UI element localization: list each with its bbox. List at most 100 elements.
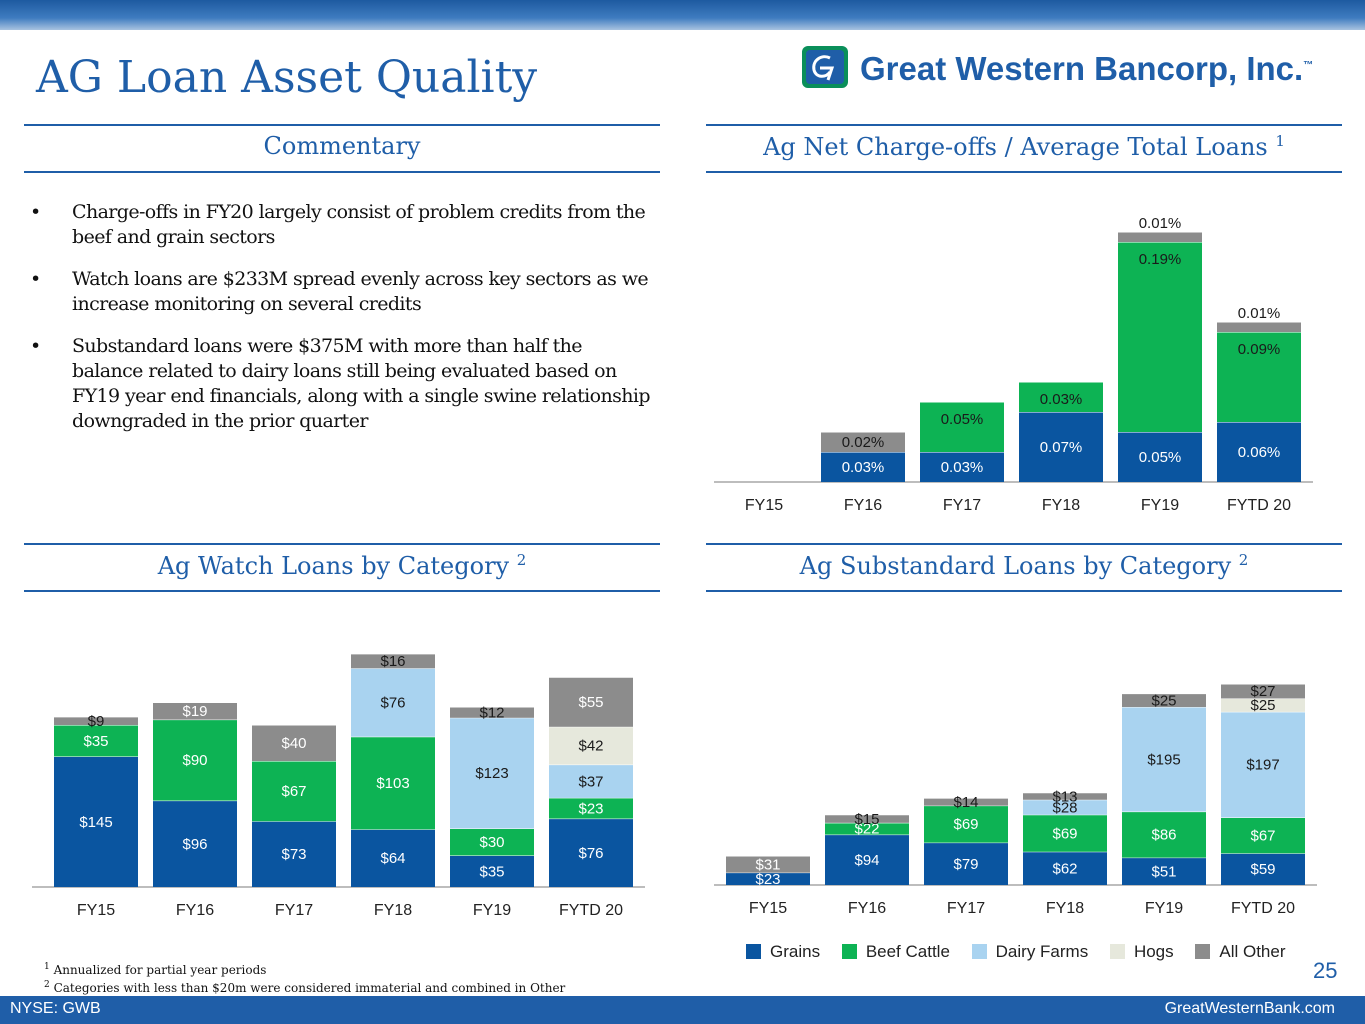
bar-segment-grains bbox=[726, 872, 810, 885]
bar-segment-beef-cattle bbox=[351, 736, 435, 830]
x-tick-label: FYTD 20 bbox=[559, 902, 623, 919]
footnote-2: 2 Categories with less than $20m were co… bbox=[44, 980, 565, 995]
bar-segment-grains bbox=[1122, 857, 1206, 885]
legend-item-grains: Grains bbox=[746, 942, 820, 962]
bar-segment-beef-cattle bbox=[1023, 814, 1107, 852]
commentary-rule-bottom bbox=[24, 171, 660, 173]
bar-segment-dairy-farms bbox=[1023, 799, 1107, 815]
data-label: $23 bbox=[578, 800, 603, 817]
bar-segment-all-other bbox=[1122, 693, 1206, 708]
bullet-text: Watch loans are $233M spread evenly acro… bbox=[72, 268, 649, 315]
data-label: 0.19% bbox=[1139, 251, 1182, 268]
data-label: $15 bbox=[854, 811, 879, 828]
nco-rule-top bbox=[706, 124, 1342, 126]
nco-rule-bottom bbox=[706, 171, 1342, 173]
x-tick-label: FY18 bbox=[374, 902, 412, 919]
bar-segment-grains bbox=[54, 756, 138, 887]
data-label: 0.02% bbox=[842, 434, 885, 451]
legend-item-hogs: Hogs bbox=[1109, 942, 1174, 962]
commentary-heading: Commentary bbox=[263, 132, 421, 160]
x-tick-label: FY19 bbox=[1141, 497, 1179, 514]
data-label: $35 bbox=[83, 733, 108, 750]
bullet-marker: • bbox=[30, 268, 41, 290]
legend-item-all-other: All Other bbox=[1195, 942, 1286, 962]
bar-segment-grains bbox=[450, 855, 534, 887]
x-tick-label: FY15 bbox=[745, 497, 783, 514]
data-label: $79 bbox=[953, 856, 978, 873]
bar-segment-all-other bbox=[1118, 232, 1202, 242]
bottom-banner: NYSE: GWB GreatWesternBank.com bbox=[0, 996, 1365, 1024]
bar-segment-dairy-farms bbox=[1221, 711, 1305, 818]
bar-segment-beef-cattle bbox=[1122, 811, 1206, 858]
data-label: $73 bbox=[281, 846, 306, 863]
bar-segment-all-other bbox=[450, 707, 534, 718]
nco-footnote-ref: 1 bbox=[1275, 132, 1285, 150]
data-label: $25 bbox=[1250, 697, 1275, 714]
bar-segment-beef-cattle bbox=[450, 828, 534, 856]
data-label: $37 bbox=[578, 773, 603, 790]
data-label: 0.05% bbox=[1139, 449, 1182, 466]
data-label: 0.03% bbox=[941, 459, 984, 476]
commentary-bullet: • Watch loans are $233M spread evenly acr… bbox=[30, 267, 650, 317]
data-label: $67 bbox=[281, 783, 306, 800]
bar-segment-all-other bbox=[54, 716, 138, 725]
data-label: $90 bbox=[182, 752, 207, 769]
data-label: $55 bbox=[578, 694, 603, 711]
data-label: 0.09% bbox=[1238, 341, 1281, 358]
x-tick-label: FY18 bbox=[1042, 497, 1080, 514]
bar-segment-beef-cattle bbox=[252, 761, 336, 822]
data-label: $195 bbox=[1147, 751, 1180, 768]
data-label: $197 bbox=[1246, 757, 1279, 774]
bar-segment-beef-cattle bbox=[153, 719, 237, 801]
bar-segment-hogs bbox=[549, 726, 633, 765]
nco-heading: Ag Net Charge-offs / Average Total Loans… bbox=[706, 132, 1342, 161]
data-label: 0.07% bbox=[1040, 439, 1083, 456]
commentary-bullet: • Substandard loans were $375M with more … bbox=[30, 334, 651, 434]
data-label: $19 bbox=[182, 703, 207, 720]
bullet-marker: • bbox=[30, 335, 41, 357]
bar-segment-grains bbox=[924, 842, 1008, 885]
data-label: $42 bbox=[578, 738, 603, 755]
bar-segment-all-other bbox=[825, 814, 909, 823]
page-number: 25 bbox=[1313, 958, 1338, 983]
bar-segment-all-other bbox=[1221, 684, 1305, 699]
x-tick-label: FY15 bbox=[749, 900, 787, 917]
data-label: $12 bbox=[479, 704, 504, 721]
bar-segment-hogs bbox=[1221, 698, 1305, 712]
data-label: 0.01% bbox=[1139, 215, 1182, 232]
data-label: $59 bbox=[1250, 861, 1275, 878]
x-tick-label: FY17 bbox=[947, 900, 985, 917]
x-tick-label: FYTD 20 bbox=[1227, 497, 1291, 514]
watch-footnote-ref: 2 bbox=[516, 551, 527, 569]
legend-label: Beef Cattle bbox=[865, 942, 950, 961]
legend-swatch-dairy-farms bbox=[971, 944, 987, 959]
data-label: $27 bbox=[1250, 683, 1275, 700]
page-title: AG Loan Asset Quality bbox=[36, 52, 538, 103]
sub-rule-bottom bbox=[706, 590, 1342, 592]
x-tick-label: FY19 bbox=[473, 902, 511, 919]
chart-legend: Grains Beef Cattle Dairy Farms Hogs All … bbox=[746, 942, 1303, 962]
watch-title: Ag Watch Loans by Category bbox=[157, 552, 510, 580]
logo-text: Great Western Bancorp, Inc. bbox=[860, 50, 1304, 87]
footnote-1: 1 Annualized for partial year periods bbox=[44, 962, 266, 977]
bar-segment-grains bbox=[351, 829, 435, 887]
data-label: $145 bbox=[79, 814, 112, 831]
logo-emblem-icon bbox=[802, 46, 848, 88]
data-label: $62 bbox=[1052, 860, 1077, 877]
data-label: $51 bbox=[1151, 863, 1176, 880]
watch-rule-top bbox=[24, 543, 660, 545]
data-label: $23 bbox=[755, 871, 780, 888]
footer-website: GreatWesternBank.com bbox=[1164, 1000, 1335, 1017]
data-label: 0.06% bbox=[1238, 444, 1281, 461]
x-tick-label: FY18 bbox=[1046, 900, 1084, 917]
bullet-marker: • bbox=[30, 201, 41, 223]
sub-rule-top bbox=[706, 543, 1342, 545]
bar-segment-all-other bbox=[351, 653, 435, 669]
legend-label: Hogs bbox=[1133, 942, 1174, 961]
nco-title: Ag Net Charge-offs / Average Total Loans bbox=[763, 133, 1268, 161]
bar-segment-grains bbox=[1023, 851, 1107, 885]
x-tick-label: FYTD 20 bbox=[1231, 900, 1295, 917]
data-label: $103 bbox=[376, 775, 409, 792]
data-label: $40 bbox=[281, 735, 306, 752]
top-banner bbox=[0, 0, 1365, 30]
